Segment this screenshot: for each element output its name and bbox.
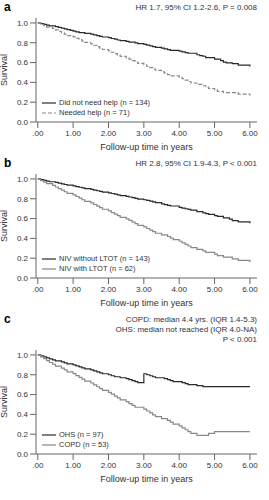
- svg-text:6.00: 6.00: [242, 129, 258, 138]
- html-text:a: a: [4, 0, 11, 14]
- svg-text:4.00: 4.00: [171, 285, 187, 294]
- svg-text:0.4: 0.4: [17, 234, 29, 243]
- svg-text:1.00: 1.00: [65, 285, 81, 294]
- html-text:HR 1.7, 95% CI 1.2-2.6, P = 0.: HR 1.7, 95% CI 1.2-2.6, P = 0.008: [135, 3, 257, 12]
- html-text:Did not need help (n = 134): Did not need help (n = 134): [59, 98, 151, 107]
- svg-text:Survival: Survival: [8, 54, 9, 86]
- svg-text:0.8: 0.8: [17, 39, 29, 48]
- svg-text:0.0: 0.0: [17, 450, 29, 459]
- html-text:NIV with LTOT (n = 62): NIV with LTOT (n = 62): [59, 264, 136, 273]
- svg-text:Follow-up time in years: Follow-up time in years: [100, 142, 193, 152]
- svg-text:0.6: 0.6: [17, 214, 29, 223]
- svg-text:.00: .00: [32, 461, 44, 470]
- html-text:OHS (n = 97): OHS (n = 97): [59, 430, 104, 439]
- svg-text:0.8: 0.8: [17, 371, 29, 380]
- svg-text:6.00: 6.00: [242, 285, 258, 294]
- svg-text:0.6: 0.6: [17, 58, 29, 67]
- svg-text:1.00: 1.00: [65, 461, 81, 470]
- svg-text:3.00: 3.00: [136, 129, 152, 138]
- html-text:Needed help (n = 71): Needed help (n = 71): [59, 108, 130, 117]
- svg-text:Survival: Survival: [8, 386, 9, 418]
- svg-text:2.00: 2.00: [101, 461, 117, 470]
- svg-text:5.00: 5.00: [207, 129, 223, 138]
- svg-text:4.00: 4.00: [171, 461, 187, 470]
- svg-text:4.00: 4.00: [171, 129, 187, 138]
- svg-text:Survival: Survival: [8, 210, 9, 242]
- html-text:b: b: [4, 156, 12, 170]
- svg-text:0.0: 0.0: [17, 274, 29, 283]
- html-text:HR 2.8, 95% CI 1.9-4.3, P < 0.: HR 2.8, 95% CI 1.9-4.3, P < 0.001: [135, 159, 257, 168]
- svg-text:2.00: 2.00: [101, 129, 117, 138]
- html-text:NIV without LTOT (n = 143): NIV without LTOT (n = 143): [59, 254, 151, 263]
- svg-text:0.2: 0.2: [17, 430, 29, 439]
- svg-text:1.0: 1.0: [17, 175, 29, 184]
- svg-text:Follow-up time in years: Follow-up time in years: [100, 298, 193, 308]
- svg-text:.00: .00: [32, 129, 44, 138]
- svg-text:0.0: 0.0: [17, 118, 29, 127]
- svg-text:3.00: 3.00: [136, 461, 152, 470]
- svg-text:5.00: 5.00: [207, 285, 223, 294]
- svg-text:0.4: 0.4: [17, 78, 29, 87]
- svg-text:2.00: 2.00: [101, 285, 117, 294]
- svg-text:.00: .00: [32, 285, 44, 294]
- svg-text:6.00: 6.00: [242, 461, 258, 470]
- svg-text:0.2: 0.2: [17, 98, 29, 107]
- svg-text:0.2: 0.2: [17, 254, 29, 263]
- svg-text:5.00: 5.00: [207, 461, 223, 470]
- html-text:COPD (n = 53): COPD (n = 53): [59, 440, 109, 449]
- svg-text:0.8: 0.8: [17, 195, 29, 204]
- svg-text:1.00: 1.00: [65, 129, 81, 138]
- html-text:COPD: median 4.4 yrs. (IQR 1.4: COPD: median 4.4 yrs. (IQR 1.4-5.3) OHS:…: [115, 315, 257, 344]
- svg-text:1.0: 1.0: [17, 19, 29, 28]
- svg-text:0.4: 0.4: [17, 410, 29, 419]
- svg-text:1.0: 1.0: [17, 351, 29, 360]
- svg-text:0.6: 0.6: [17, 390, 29, 399]
- svg-text:3.00: 3.00: [136, 285, 152, 294]
- svg-text:Follow-up time in years: Follow-up time in years: [100, 474, 193, 484]
- html-text:c: c: [4, 312, 11, 326]
